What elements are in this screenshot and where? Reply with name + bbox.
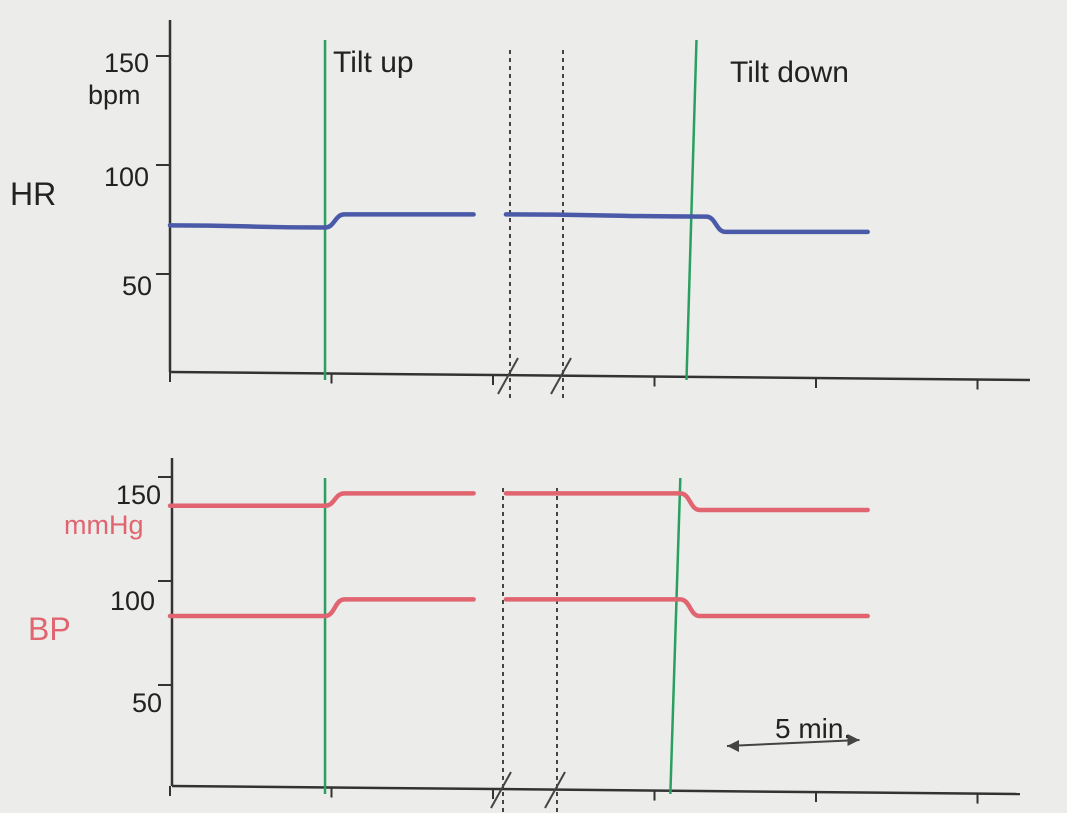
hr-series-group xyxy=(167,212,870,235)
bp-x-axis xyxy=(171,784,1021,796)
bp-event-markers xyxy=(323,477,682,795)
scale-bar-arrow-left xyxy=(727,740,739,752)
hr-ytick-label-100: 100 xyxy=(104,162,149,192)
hr-axis-break-slash-2 xyxy=(550,357,572,395)
bp-ytick-label-150: 150 xyxy=(116,480,161,510)
hr-series-1-segment-1 xyxy=(167,212,476,230)
hr-unit-label: bpm xyxy=(88,80,141,110)
bp-series-group xyxy=(167,491,870,619)
hr-ytick-label-50: 50 xyxy=(122,271,152,301)
hr-axes xyxy=(156,20,1031,402)
scale-bar-line xyxy=(726,739,860,747)
bp-series-2-segment-2 xyxy=(503,597,870,619)
bp-event-line-2 xyxy=(669,477,682,795)
bp-axis-break-slash-2 xyxy=(544,771,566,809)
scale-bar-arrow-right xyxy=(847,734,860,746)
hr-ytick-label-150: 150 xyxy=(104,48,149,78)
tilt-up-label: Tilt up xyxy=(333,46,414,79)
hr-panel: HR bpm 150 100 50 Tilt up Tilt down xyxy=(10,20,1031,402)
bp-series-1-segment-1 xyxy=(167,491,476,509)
hr-x-axis xyxy=(169,370,1031,382)
bp-panel: BP mmHg 150 100 50 5 min. xyxy=(28,458,1021,813)
hr-event-line-2 xyxy=(685,39,698,381)
hr-series-1-segment-2 xyxy=(503,212,870,235)
bp-axes xyxy=(158,458,1021,813)
hr-ylabel: HR xyxy=(10,176,56,212)
hr-event-markers xyxy=(323,39,698,381)
bp-unit-label: mmHg xyxy=(64,510,144,540)
scale-bar: 5 min. xyxy=(726,713,860,752)
bp-axis-break-slash-1 xyxy=(490,771,512,809)
tilt-down-label: Tilt down xyxy=(730,56,849,89)
hr-axis-break-slash-1 xyxy=(497,357,519,395)
scale-bar-label: 5 min. xyxy=(775,713,851,744)
bp-series-2-segment-1 xyxy=(167,597,476,619)
bp-ylabel: BP xyxy=(28,611,71,647)
bp-series-1-segment-2 xyxy=(503,491,870,513)
bp-ytick-label-50: 50 xyxy=(132,688,162,718)
bp-ytick-label-100: 100 xyxy=(110,586,155,616)
